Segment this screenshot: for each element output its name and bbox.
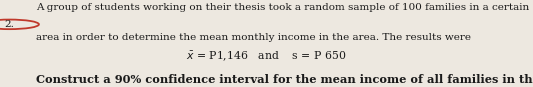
Text: Construct a 90% confidence interval for the mean income of all families in this : Construct a 90% confidence interval for … [36,74,533,85]
Text: A group of students working on their thesis took a random sample of 100 families: A group of students working on their the… [36,3,533,12]
Text: 2.: 2. [5,20,14,29]
Text: area in order to determine the mean monthly income in the area. The results were: area in order to determine the mean mont… [36,33,471,42]
Text: $\bar{x}$ = P1,146   and    s = P 650: $\bar{x}$ = P1,146 and s = P 650 [187,49,346,63]
